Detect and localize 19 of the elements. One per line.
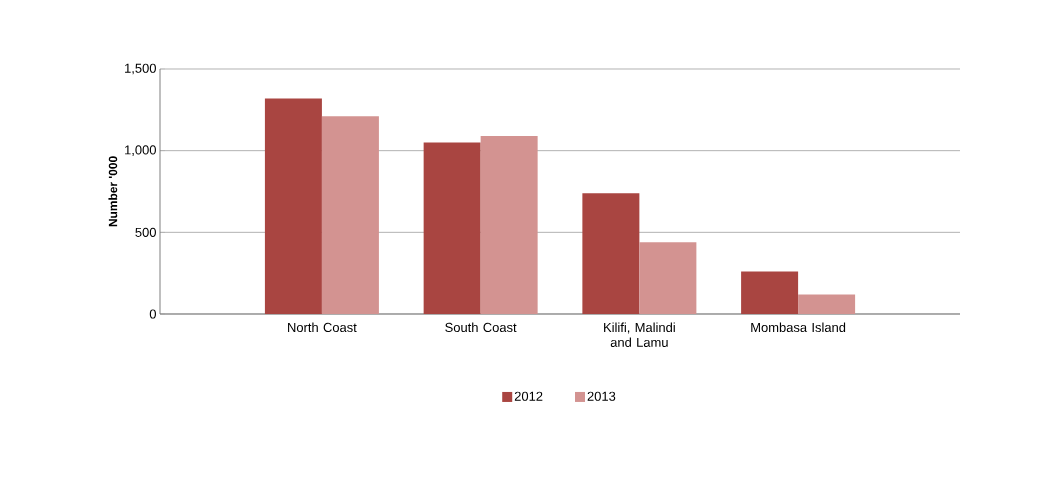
y-tick-label: 1,000 xyxy=(125,145,156,157)
bar xyxy=(423,142,481,314)
y-axis-title: Number '000 xyxy=(108,156,118,227)
bar xyxy=(639,242,697,314)
y-tick-label: 1,500 xyxy=(125,63,156,75)
x-tick-label: North Coast xyxy=(288,322,357,333)
x-tick-label: Mombasa Island xyxy=(751,322,846,333)
legend-label: 2012 xyxy=(514,391,543,401)
bar xyxy=(264,98,322,314)
y-tick-label: 0 xyxy=(149,309,156,319)
bar xyxy=(798,294,856,314)
x-tick-label: South Coast xyxy=(445,322,517,333)
bar xyxy=(741,271,799,314)
legend-label: 2013 xyxy=(587,391,616,401)
bar xyxy=(480,135,538,314)
bar xyxy=(321,116,379,314)
bar xyxy=(582,193,640,314)
y-tick-label: 500 xyxy=(135,227,156,237)
x-tick-label: Kilifi, Malindi and Lamu xyxy=(604,322,675,347)
